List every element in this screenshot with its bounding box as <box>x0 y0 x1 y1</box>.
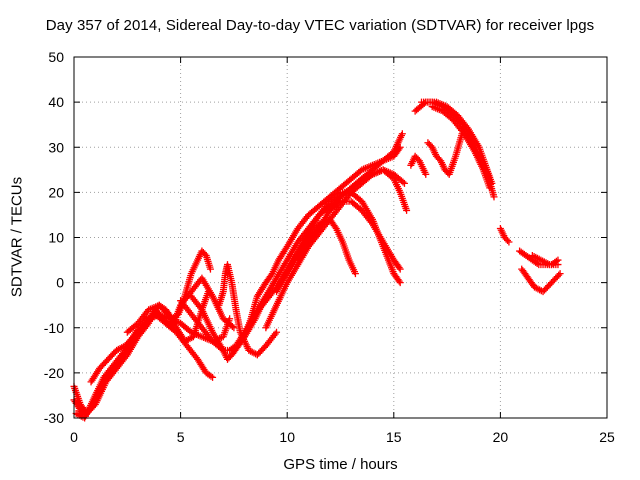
x-tick-label: 20 <box>493 429 509 445</box>
data-point-marker <box>422 170 430 178</box>
data-point-marker <box>504 237 512 245</box>
data-point-marker <box>396 265 404 273</box>
data-point-marker <box>458 130 466 138</box>
data-point-marker <box>490 193 498 201</box>
data-point-marker <box>226 315 234 323</box>
x-tick-label: 0 <box>70 429 78 445</box>
series-arc-20 <box>424 130 466 178</box>
data-point-marker <box>400 179 408 187</box>
y-tick-label: 30 <box>48 139 64 155</box>
series-arc-24 <box>528 252 562 269</box>
data-point-marker <box>555 271 563 279</box>
series-arc-5 <box>123 247 214 336</box>
series-arc-23 <box>518 265 564 296</box>
data-point-marker <box>395 277 403 285</box>
series-arc-21 <box>496 224 513 246</box>
y-tick-label: -10 <box>44 320 64 336</box>
x-tick-label: 10 <box>279 429 295 445</box>
x-tick-label: 5 <box>177 429 185 445</box>
series-arc-19 <box>407 152 430 178</box>
y-tick-label: 10 <box>48 230 64 246</box>
data-point-marker <box>351 270 359 278</box>
data-point-marker <box>556 270 564 278</box>
grid-lines <box>74 57 607 418</box>
y-tick-label: 20 <box>48 184 64 200</box>
y-tick-label: 0 <box>56 275 64 291</box>
data-point-marker <box>505 238 513 246</box>
data-point-marker <box>399 178 407 186</box>
data-point-marker <box>403 206 411 214</box>
y-tick-label: -20 <box>44 365 64 381</box>
y-tick-label: 50 <box>48 49 64 65</box>
data-point-marker <box>204 288 212 296</box>
data-points <box>70 98 564 422</box>
x-tick-label: 25 <box>599 429 615 445</box>
x-tick-label: 15 <box>386 429 402 445</box>
data-point-marker <box>396 279 404 287</box>
series-arc-9 <box>241 143 404 341</box>
axis-ticks: 0 5 10 15 20 25 -30 -20 -10 0 10 20 30 40 50 <box>44 49 615 445</box>
data-point-marker <box>554 261 562 269</box>
chart-title: Day 357 of 2014, Sidereal Day-to-day VTE… <box>45 17 595 34</box>
x-axis-label: GPS time / hours <box>283 456 398 473</box>
data-point-marker <box>486 184 494 192</box>
series-arc-18 <box>428 103 494 192</box>
plot-frame <box>73 56 608 419</box>
y-tick-label: 40 <box>48 94 64 110</box>
y-tick-label: -30 <box>44 410 64 426</box>
data-point-marker <box>209 373 217 381</box>
data-point-marker <box>395 264 403 272</box>
data-point-marker <box>206 265 214 273</box>
data-point-marker <box>398 130 406 138</box>
data-point-marker <box>273 328 281 336</box>
data-point-marker <box>207 372 215 380</box>
series-arc-15 <box>326 166 411 214</box>
series-arc-8 <box>215 261 281 359</box>
